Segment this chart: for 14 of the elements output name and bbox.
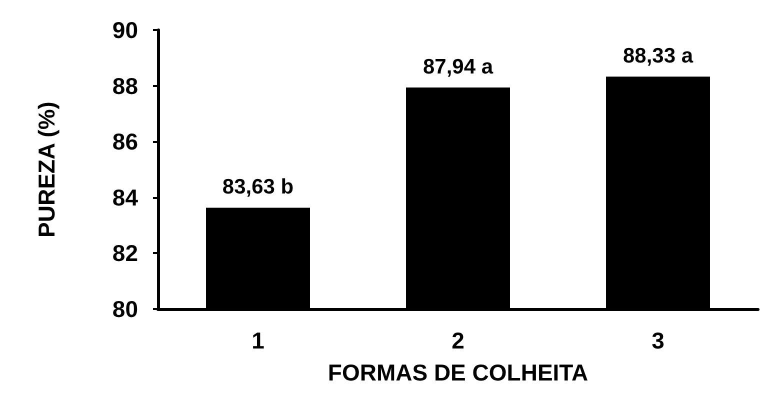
x-tick-label: 3: [652, 328, 664, 354]
y-tick-label: 82: [112, 240, 138, 266]
y-tick-label: 88: [112, 72, 138, 99]
x-axis-title: FORMAS DE COLHEITA: [328, 360, 588, 386]
y-tick-label: 90: [112, 17, 138, 43]
x-tick-label: 2: [452, 328, 464, 354]
y-tick-label: 84: [112, 184, 138, 210]
x-tick-label: 1: [252, 328, 265, 354]
y-tick-label: 86: [112, 128, 138, 155]
y-axis-title: PUREZA (%): [34, 102, 60, 238]
y-tick-label: 80: [112, 296, 138, 322]
data-label: 88,33 a: [622, 44, 694, 68]
data-label: 87,94 a: [422, 55, 494, 78]
data-label: 83,63 b: [222, 176, 294, 199]
